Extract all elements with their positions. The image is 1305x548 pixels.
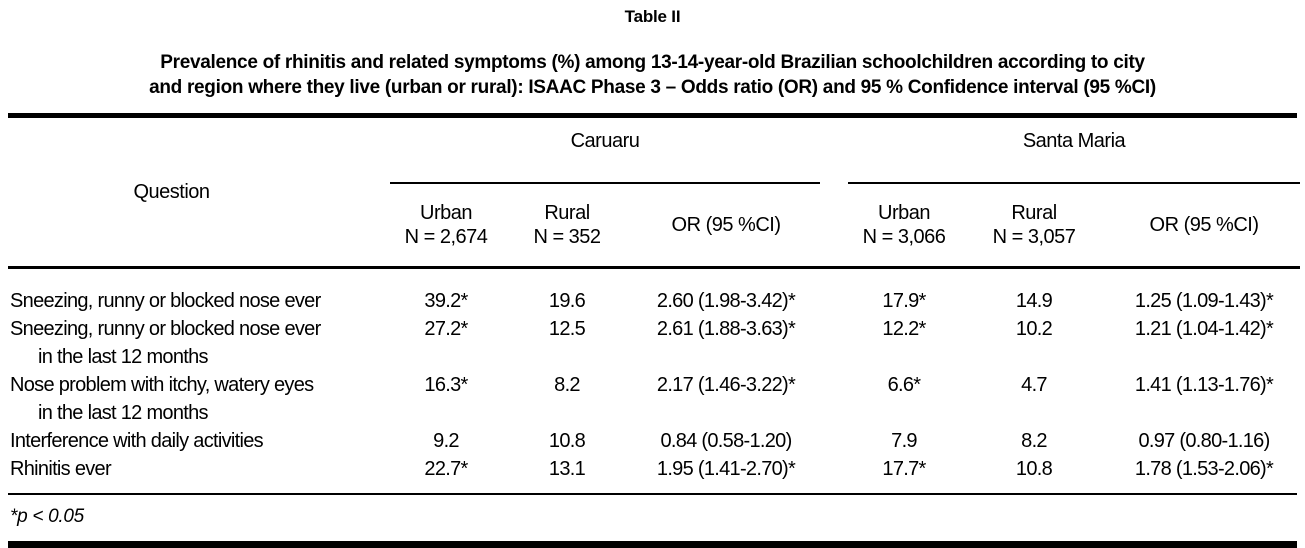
group-header-caruaru: Caruaru (390, 118, 820, 184)
table-row: Rhinitis ever 22.7* 13.1 1.95 (1.41-2.70… (8, 455, 1300, 493)
cell-gap (820, 427, 848, 455)
cell-santa-maria-urban: 6.6* (887, 374, 921, 396)
cell-santa-maria-urban: 17.9* (882, 290, 926, 312)
cell-caruaru-or: 2.61 (1.88-3.63)* (656, 318, 796, 340)
cell-caruaru-rural: 10.8 (548, 430, 586, 452)
cell-caruaru-urban: 27.2* (424, 318, 468, 340)
cell-question: Nose problem with itchy, watery eyes in … (10, 374, 314, 424)
cell-santa-maria-or: 1.21 (1.04-1.42)* (1134, 318, 1274, 340)
cell-question: Sneezing, runny or blocked nose ever in … (10, 318, 321, 368)
cell-santa-maria-urban: 7.9 (891, 430, 917, 452)
cell-caruaru-or: 2.60 (1.98-3.42)* (656, 290, 796, 312)
group-header-santa-maria: Santa Maria (848, 118, 1301, 184)
cell-gap (820, 315, 848, 371)
cell-caruaru-urban: 22.7* (424, 458, 468, 480)
cell-santa-maria-or: 1.78 (1.53-2.06)* (1134, 458, 1274, 480)
cell-gap (820, 455, 848, 493)
column-header-question: Question (8, 118, 390, 269)
cell-santa-maria-rural: 10.2 (1015, 318, 1053, 340)
cell-santa-maria-rural: 10.8 (1015, 458, 1053, 480)
table-row: Sneezing, runny or blocked nose ever 39.… (8, 268, 1300, 316)
cell-question: Sneezing, runny or blocked nose ever (10, 290, 321, 312)
prevalence-table: Question Caruaru Santa Maria Urban N = 2… (8, 118, 1301, 493)
cell-question: Interference with daily activities (10, 430, 264, 452)
table-row: Nose problem with itchy, watery eyes in … (8, 371, 1300, 427)
cell-caruaru-or: 2.17 (1.46-3.22)* (656, 374, 796, 396)
cell-gap (820, 371, 848, 427)
column-header-santa-maria-urban: Urban N = 3,066 (848, 183, 960, 269)
column-header-santa-maria-or: OR (95 %CI) (1108, 183, 1301, 269)
cell-caruaru-rural: 13.1 (548, 458, 586, 480)
column-header-caruaru-rural: Rural N = 352 (502, 183, 632, 269)
cell-santa-maria-rural: 14.9 (1015, 290, 1053, 312)
cell-santa-maria-rural: 4.7 (1021, 374, 1047, 396)
cell-santa-maria-rural: 8.2 (1021, 430, 1047, 452)
cell-santa-maria-or: 1.41 (1.13-1.76)* (1134, 374, 1274, 396)
cell-santa-maria-urban: 12.2* (882, 318, 926, 340)
table-title-line-1: Prevalence of rhinitis and related sympt… (160, 52, 1145, 73)
cell-caruaru-or: 1.95 (1.41-2.70)* (656, 458, 796, 480)
bottom-rule (8, 541, 1297, 548)
footnote-rule (8, 493, 1297, 495)
column-header-santa-maria-rural: Rural N = 3,057 (960, 183, 1108, 269)
cell-question: Rhinitis ever (10, 458, 112, 480)
cell-caruaru-urban: 9.2 (433, 430, 459, 452)
cell-caruaru-rural: 19.6 (548, 290, 586, 312)
cell-caruaru-urban: 39.2* (424, 290, 468, 312)
table-title-line-2: and region where they live (urban or rur… (149, 77, 1156, 98)
column-header-caruaru-or: OR (95 %CI) (632, 183, 820, 269)
cell-caruaru-or: 0.84 (0.58-1.20) (660, 430, 792, 452)
cell-caruaru-rural: 12.5 (548, 318, 586, 340)
cell-santa-maria-urban: 17.7* (882, 458, 926, 480)
cell-caruaru-rural: 8.2 (554, 374, 580, 396)
header-gap (820, 118, 848, 183)
cell-caruaru-urban: 16.3* (424, 374, 468, 396)
cell-santa-maria-or: 1.25 (1.09-1.43)* (1134, 290, 1274, 312)
cell-gap (820, 268, 848, 316)
table-title: Prevalence of rhinitis and related sympt… (0, 50, 1305, 100)
cell-santa-maria-or: 0.97 (0.80-1.16) (1138, 430, 1270, 452)
table-label: Table II (624, 7, 681, 26)
header-gap (820, 183, 848, 269)
top-rule (8, 113, 1297, 118)
table-row: Interference with daily activities 9.2 1… (8, 427, 1300, 455)
footnote: *p < 0.05 (10, 506, 84, 527)
column-header-row: Urban N = 2,674 Rural N = 352 OR (95 %CI… (8, 183, 1301, 269)
group-header-row: Question Caruaru Santa Maria (8, 118, 1301, 269)
table-row: Sneezing, runny or blocked nose ever in … (8, 315, 1300, 371)
column-header-caruaru-urban: Urban N = 2,674 (390, 183, 502, 269)
